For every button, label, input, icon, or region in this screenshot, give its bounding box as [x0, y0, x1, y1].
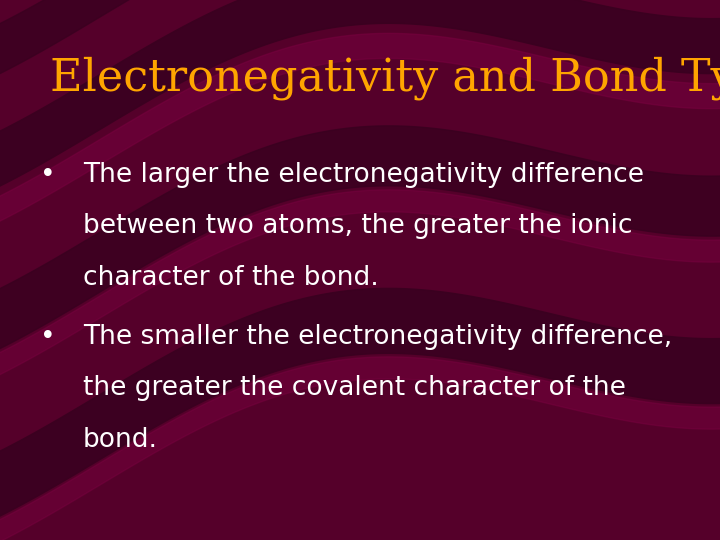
Text: The smaller the electronegativity difference,: The smaller the electronegativity differ…: [83, 324, 672, 350]
Text: character of the bond.: character of the bond.: [83, 265, 379, 291]
Polygon shape: [0, 33, 720, 244]
Text: •: •: [40, 162, 55, 188]
Text: between two atoms, the greater the ionic: between two atoms, the greater the ionic: [83, 213, 632, 239]
Polygon shape: [0, 0, 720, 208]
Polygon shape: [0, 126, 720, 371]
Text: the greater the covalent character of the: the greater the covalent character of th…: [83, 375, 626, 401]
Polygon shape: [0, 190, 720, 397]
Text: •: •: [40, 324, 55, 350]
Polygon shape: [0, 0, 720, 96]
Text: The larger the electronegativity difference: The larger the electronegativity differe…: [83, 162, 644, 188]
Text: bond.: bond.: [83, 427, 158, 453]
Text: Electronegativity and Bond Type: Electronegativity and Bond Type: [50, 57, 720, 100]
Polygon shape: [0, 288, 720, 538]
Polygon shape: [0, 357, 720, 540]
